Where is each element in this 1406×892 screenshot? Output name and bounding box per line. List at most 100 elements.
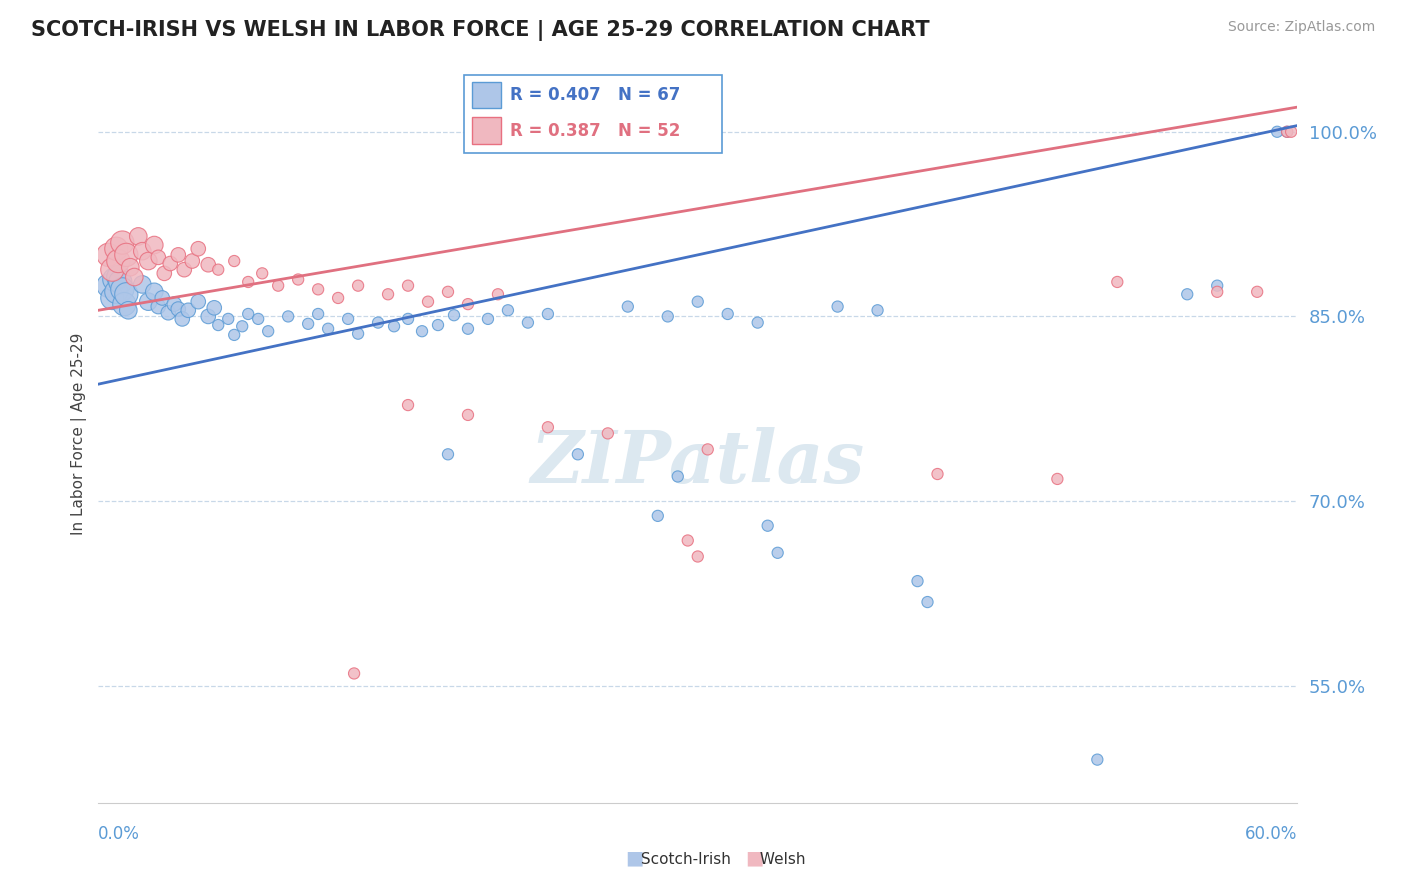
Point	[107, 270, 129, 285]
Point	[927, 467, 949, 481]
Point	[207, 262, 229, 277]
Point	[1206, 278, 1229, 293]
Point	[676, 533, 699, 548]
Point	[696, 442, 718, 457]
Point	[181, 254, 204, 268]
Point	[148, 250, 170, 264]
Bar	[472, 82, 501, 109]
Point	[496, 303, 519, 318]
Point	[537, 307, 560, 321]
Point	[1046, 472, 1069, 486]
Point	[150, 291, 173, 305]
Point	[127, 229, 149, 244]
Point	[596, 426, 619, 441]
Point	[103, 272, 125, 286]
Point	[657, 310, 679, 324]
Point	[416, 294, 439, 309]
Point	[457, 297, 479, 311]
Point	[367, 316, 389, 330]
Point	[343, 666, 366, 681]
Point	[167, 301, 190, 316]
Point	[287, 272, 309, 286]
Point	[148, 300, 170, 314]
Point	[326, 291, 349, 305]
Point	[437, 447, 460, 461]
Point	[347, 326, 370, 341]
Point	[766, 546, 789, 560]
Point	[866, 303, 889, 318]
Text: ■: ■	[626, 848, 644, 867]
Point	[396, 398, 419, 412]
Point	[1246, 285, 1268, 299]
Point	[124, 270, 146, 285]
Point	[437, 285, 460, 299]
Point	[907, 574, 929, 588]
Text: R = 0.407   N = 67: R = 0.407 N = 67	[509, 87, 681, 104]
Point	[101, 262, 124, 277]
Point	[115, 248, 138, 262]
Point	[1107, 275, 1129, 289]
Point	[1175, 287, 1198, 301]
Point	[136, 254, 159, 268]
Text: ■: ■	[745, 848, 763, 867]
Point	[443, 308, 465, 322]
Point	[1206, 285, 1229, 299]
Text: Source: ZipAtlas.com: Source: ZipAtlas.com	[1227, 20, 1375, 34]
Point	[686, 549, 709, 564]
Point	[217, 312, 239, 326]
Point	[115, 287, 138, 301]
Point	[297, 317, 319, 331]
Point	[396, 278, 419, 293]
Point	[136, 294, 159, 309]
Point	[105, 285, 128, 299]
Point	[756, 518, 779, 533]
Point	[107, 254, 129, 268]
Point	[101, 291, 124, 305]
Point	[567, 447, 589, 461]
Point	[117, 303, 139, 318]
Point	[316, 322, 339, 336]
Point	[1265, 125, 1288, 139]
Point	[167, 248, 190, 262]
Point	[173, 262, 195, 277]
Point	[111, 282, 134, 296]
Point	[457, 408, 479, 422]
Point	[307, 307, 329, 321]
Point	[717, 307, 740, 321]
Point	[516, 316, 538, 330]
Point	[197, 258, 219, 272]
Y-axis label: In Labor Force | Age 25-29: In Labor Force | Age 25-29	[72, 332, 87, 534]
Point	[202, 301, 225, 315]
Point	[231, 319, 253, 334]
Point	[112, 297, 135, 311]
Point	[686, 294, 709, 309]
Point	[224, 254, 246, 268]
Point	[382, 319, 405, 334]
Point	[250, 266, 273, 280]
Point	[224, 327, 246, 342]
Point	[111, 235, 134, 250]
Point	[197, 310, 219, 324]
Bar	[472, 117, 501, 144]
Point	[427, 318, 450, 332]
Point	[153, 266, 176, 280]
Point	[827, 300, 849, 314]
Point	[337, 312, 360, 326]
Point	[617, 300, 640, 314]
Point	[120, 260, 142, 275]
Point	[97, 248, 120, 262]
Point	[131, 277, 153, 292]
Text: Welsh: Welsh	[755, 852, 806, 867]
Point	[347, 278, 370, 293]
Point	[1275, 125, 1298, 139]
Point	[647, 508, 669, 523]
Text: ZIPatlas: ZIPatlas	[530, 427, 865, 499]
Point	[267, 278, 290, 293]
Point	[377, 287, 399, 301]
Point	[477, 312, 499, 326]
Point	[1275, 125, 1298, 139]
Point	[105, 242, 128, 256]
Point	[486, 287, 509, 301]
Point	[247, 312, 270, 326]
Point	[396, 312, 419, 326]
